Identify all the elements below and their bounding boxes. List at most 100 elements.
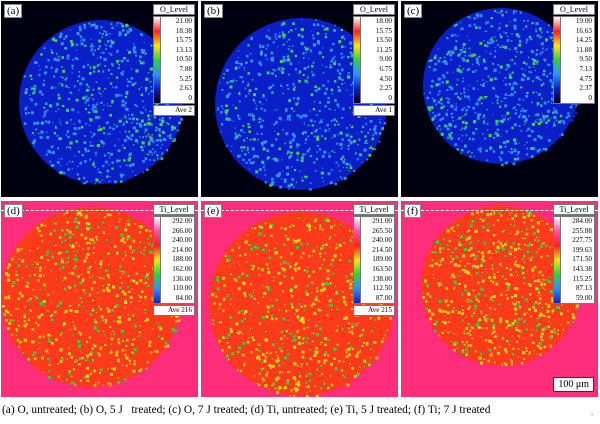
legend-value: 84.00 [175, 293, 192, 302]
color-bar-icon [354, 17, 361, 104]
legend-value: 143.38 [572, 264, 592, 273]
scale-bar: 100 μm [553, 377, 594, 392]
dashed-line [201, 210, 398, 211]
panel-a-o-untreated: (a) O_Level 21.00 18.38 15.75 13.13 10.5… [1, 1, 198, 197]
legend-value: 2.37 [579, 84, 592, 93]
legend-value: 0 [388, 93, 392, 102]
dashed-line [401, 210, 598, 211]
legend-value: 16.63 [575, 26, 592, 35]
sample-disk [209, 212, 393, 396]
legend-value: 112.50 [372, 284, 393, 293]
legend-value: 59.00 [575, 293, 592, 302]
panel-e-ti-5j: (e) Ti_Level 291.00 265.50 240.00 214.50… [201, 201, 398, 397]
legend-value: 13.13 [175, 45, 192, 54]
legend-value: 15.75 [375, 26, 392, 35]
panel-label: (c) [404, 4, 423, 18]
legend-value: 14.25 [575, 36, 592, 45]
speckle-texture [423, 9, 581, 167]
legend-value: 13.50 [375, 36, 392, 45]
legend-value: 171.50 [572, 255, 592, 264]
legend-value: 11.25 [376, 45, 392, 54]
color-bar-icon [554, 17, 561, 104]
color-legend: O_Level 21.00 18.38 15.75 13.13 10.50 7.… [153, 4, 195, 117]
legend-value: 18.00 [375, 17, 392, 25]
watermark: ● [590, 412, 594, 418]
color-legend: O_Level 19.00 16.63 14.25 11.88 9.50 7.1… [553, 4, 595, 105]
panel-label: (e) [204, 204, 223, 218]
legend-title: O_Level [353, 4, 395, 15]
panel-b-o-5j: (b) O_Level 18.00 15.75 13.50 11.25 9.00… [201, 1, 398, 197]
legend-title: Ti_Level [553, 204, 595, 215]
color-legend: Ti_Level 292.00 266.00 240.00 214.00 188… [153, 204, 195, 317]
panel-label: (d) [4, 204, 23, 218]
legend-value: 255.88 [572, 226, 592, 235]
legend-value: 2.25 [379, 84, 392, 93]
legend-value: 4.50 [379, 74, 392, 83]
legend-average: Ave 1 [353, 105, 395, 117]
legend-value: 7.88 [179, 64, 192, 73]
legend-value: 189.00 [372, 255, 392, 264]
dashed-line [1, 210, 198, 211]
legend-value: 9.00 [379, 55, 392, 64]
legend-value: 199.63 [572, 245, 592, 254]
legend-value: 162.00 [172, 264, 192, 273]
color-bar-icon [554, 217, 561, 304]
legend-value: 9.50 [579, 55, 592, 64]
color-bar-icon [154, 217, 161, 304]
color-legend: O_Level 18.00 15.75 13.50 11.25 9.00 6.7… [353, 4, 395, 117]
color-bar-icon [154, 17, 161, 104]
legend-value: 0 [588, 93, 592, 102]
legend-value: 265.50 [372, 226, 392, 235]
legend-value: 284.00 [572, 217, 592, 225]
legend-value: 6.75 [379, 64, 392, 73]
legend-value: 18.38 [175, 26, 192, 35]
color-bar-icon [354, 217, 361, 304]
legend-value: 291.00 [372, 217, 392, 225]
legend-value: 19.00 [575, 17, 592, 25]
color-legend: Ti_Level 284.00 255.88 227.75 199.63 171… [553, 204, 595, 305]
legend-value: 266.00 [172, 226, 192, 235]
legend-average: Ave 2 [153, 105, 195, 117]
legend-value: 163.50 [372, 264, 392, 273]
legend-value: 7.13 [579, 64, 592, 73]
legend-value: 0 [188, 93, 192, 102]
legend-value: 11.88 [576, 45, 592, 54]
color-legend: Ti_Level 291.00 265.50 240.00 214.50 189… [353, 204, 395, 317]
legend-value: 115.25 [572, 274, 593, 283]
panel-d-ti-untreated: (d) Ti_Level 292.00 266.00 240.00 214.00… [1, 201, 198, 397]
legend-title: Ti_Level [353, 204, 395, 215]
element-map [201, 201, 398, 397]
legend-value: 240.00 [372, 236, 392, 245]
legend-value: 227.75 [572, 236, 592, 245]
panel-label: (a) [4, 4, 23, 18]
legend-value: 2.63 [179, 84, 192, 93]
speckle-texture [422, 208, 582, 367]
panel-label: (f) [404, 204, 421, 218]
legend-value: 136.00 [172, 274, 192, 283]
legend-value: 292.00 [172, 217, 192, 225]
panel-c-o-7j: (c) O_Level 19.00 16.63 14.25 11.88 9.50… [401, 1, 598, 197]
legend-value: 87.00 [375, 293, 392, 302]
legend-average: Ave 215 [353, 305, 395, 317]
legend-value: 4.75 [579, 74, 592, 83]
panel-f-ti-7j: (f) Ti_Level 284.00 255.88 227.75 199.63… [401, 201, 598, 397]
legend-title: O_Level [153, 4, 195, 15]
legend-value: 5.25 [179, 74, 192, 83]
element-map [401, 201, 598, 397]
panel-label: (b) [204, 4, 223, 18]
legend-title: O_Level [553, 4, 595, 15]
speckle-texture [209, 216, 394, 397]
legend-value: 138.00 [372, 274, 392, 283]
legend-value: 10.50 [175, 55, 192, 64]
sample-disk [215, 18, 387, 190]
legend-value: 188.00 [172, 255, 192, 264]
legend-value: 214.50 [372, 245, 392, 254]
figure-caption: (a) O, untreated; (b) O, 5 J treated; (c… [2, 404, 491, 416]
legend-value: 240.00 [172, 236, 192, 245]
legend-title: Ti_Level [153, 204, 195, 215]
legend-value: 110.00 [172, 284, 193, 293]
legend-value: 214.00 [172, 245, 192, 254]
legend-value: 87.13 [575, 284, 592, 293]
legend-value: 15.75 [175, 36, 192, 45]
